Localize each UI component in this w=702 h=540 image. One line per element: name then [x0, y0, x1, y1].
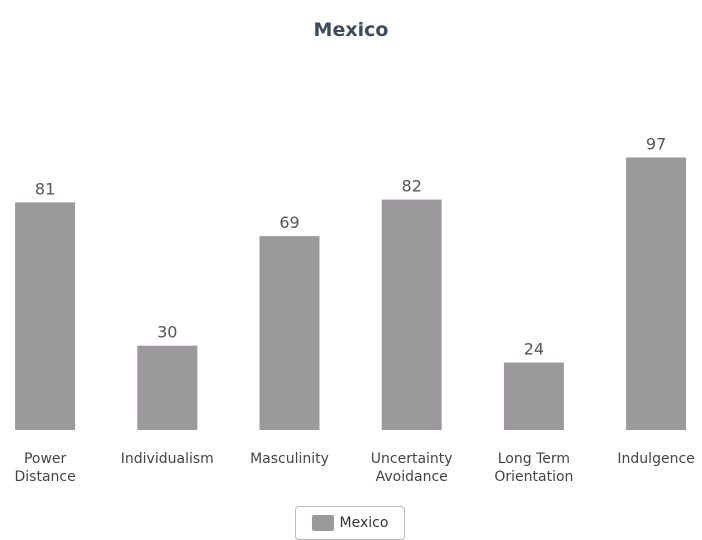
legend-label: Mexico: [339, 515, 389, 531]
x-tick-label: Masculinity: [250, 451, 329, 467]
bar: [381, 199, 442, 430]
value-label: 24: [524, 340, 544, 359]
legend[interactable]: Mexico: [295, 506, 405, 540]
value-label: 97: [646, 134, 666, 153]
value-label: 81: [35, 179, 55, 198]
legend-swatch: [311, 515, 334, 531]
x-tick-label: Long Term Orientation: [494, 451, 574, 485]
bar: [137, 345, 198, 430]
x-tick-label: Power Distance: [14, 451, 76, 485]
chart-title: Mexico: [314, 19, 389, 41]
bar: [626, 157, 687, 430]
value-label: 82: [402, 177, 422, 196]
bar: [259, 236, 320, 430]
bar: [503, 362, 564, 430]
value-label: 69: [279, 213, 299, 232]
bar: [15, 202, 76, 430]
x-tick-label: Uncertainty Avoidance: [370, 451, 453, 485]
x-tick-label: Indulgence: [617, 451, 695, 467]
x-tick-label: Individualism: [120, 451, 214, 467]
value-label: 30: [157, 323, 177, 342]
